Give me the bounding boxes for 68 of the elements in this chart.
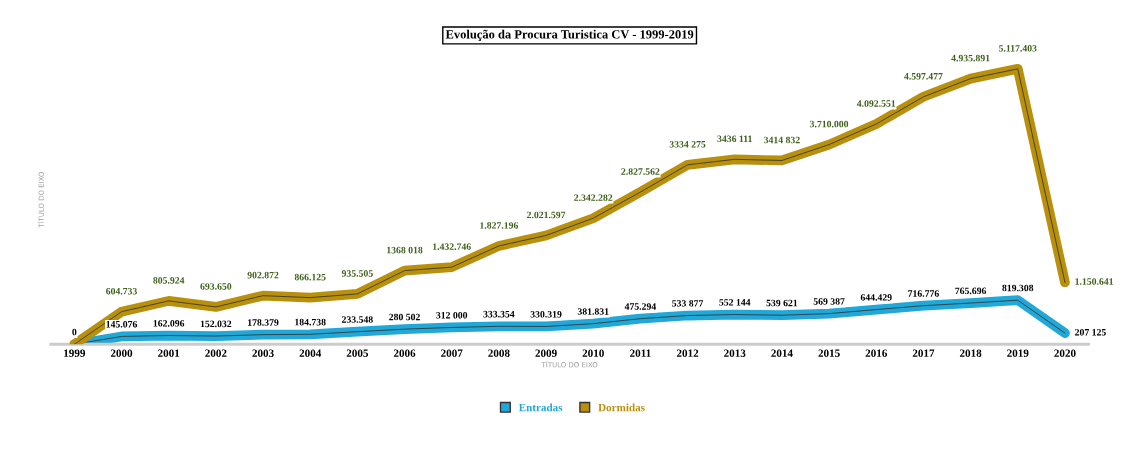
data-label: 475.294 (624, 303, 657, 310)
x-tick-label: 2006 (393, 349, 416, 357)
data-label: 233.548 (341, 316, 373, 323)
data-label: 1.827.196 (480, 222, 519, 229)
data-label: 5.117.403 (998, 45, 1037, 52)
data-label: 902.872 (247, 271, 279, 279)
x-tick-label: 2008 (488, 349, 510, 357)
data-label: 2.342.282 (574, 194, 613, 201)
data-label: 1.150.641 (1075, 278, 1114, 285)
x-tick-label: 2005 (346, 349, 369, 357)
data-label: 3.710.000 (810, 120, 849, 128)
data-label: 935.505 (341, 270, 373, 277)
x-tick-label: 2007 (441, 349, 463, 357)
data-label: 716.776 (908, 290, 939, 297)
data-label: 1368 018 (387, 246, 423, 254)
data-label: 2.827.562 (621, 168, 660, 175)
data-label: 0 (72, 328, 77, 336)
legend-label: Dormidas (598, 403, 645, 412)
x-tick-label: 2009 (535, 349, 557, 357)
chart-title: Evolução da Procura Turistica CV - 1999-2019 (445, 29, 694, 41)
data-label: 333.354 (483, 310, 515, 318)
data-label: 644.429 (860, 294, 892, 301)
data-label: 866.125 (294, 273, 326, 281)
data-label: 539 621 (766, 299, 798, 307)
x-tick-label: 2012 (676, 349, 699, 357)
data-label: 152.032 (200, 320, 232, 328)
data-label: 533 877 (672, 300, 704, 307)
data-label: 765.696 (955, 287, 987, 295)
data-label: 381.831 (577, 308, 609, 315)
data-label: 805.924 (153, 277, 185, 284)
x-tick-label: 2014 (771, 349, 793, 357)
data-label: 3436 111 (717, 135, 752, 143)
data-label: 330.319 (530, 310, 562, 318)
data-label: 162.096 (153, 320, 185, 327)
data-label: 569 387 (813, 298, 845, 305)
data-label: 552 144 (719, 299, 751, 306)
data-label: 145.076 (106, 320, 138, 328)
data-label: 280 502 (389, 313, 420, 321)
data-label: 312 000 (436, 311, 468, 319)
x-tick-label: 2000 (110, 349, 133, 357)
data-label: 819.308 (1002, 284, 1034, 292)
x-tick-label: 2011 (630, 349, 651, 357)
data-label: 4.935.891 (951, 54, 990, 62)
x-tick-label: 1999 (64, 349, 86, 357)
x-tick-label: 2001 (158, 349, 180, 357)
data-label: 1.432.746 (433, 243, 471, 250)
x-tick-label: 2013 (724, 349, 746, 357)
x-tick-label: 2017 (912, 349, 935, 357)
data-label: 207 125 (1075, 328, 1106, 336)
legend-label: Entradas (518, 403, 563, 412)
data-label: 2.021.597 (527, 211, 566, 219)
x-tick-label: 2020 (1054, 349, 1076, 357)
data-label: 178.379 (248, 319, 279, 326)
data-label: 693.650 (200, 283, 232, 290)
data-label: 3334 275 (669, 141, 706, 148)
data-label: 604.733 (106, 287, 137, 295)
x-tick-label: 2004 (299, 349, 322, 357)
data-label: 3414 832 (764, 136, 800, 144)
x-tick-label: 2019 (1007, 349, 1029, 357)
data-label: 4.092.551 (856, 100, 896, 107)
x-tick-label: 2016 (865, 349, 888, 357)
x-tick-label: 2015 (818, 349, 840, 357)
x-tick-label: 2010 (582, 349, 604, 357)
x-tick-label: 2018 (959, 349, 982, 357)
data-label: 184.738 (295, 318, 326, 326)
x-tick-label: 2003 (252, 349, 274, 357)
x-tick-label: 2002 (205, 349, 227, 357)
data-label: 4.597.477 (904, 73, 943, 80)
